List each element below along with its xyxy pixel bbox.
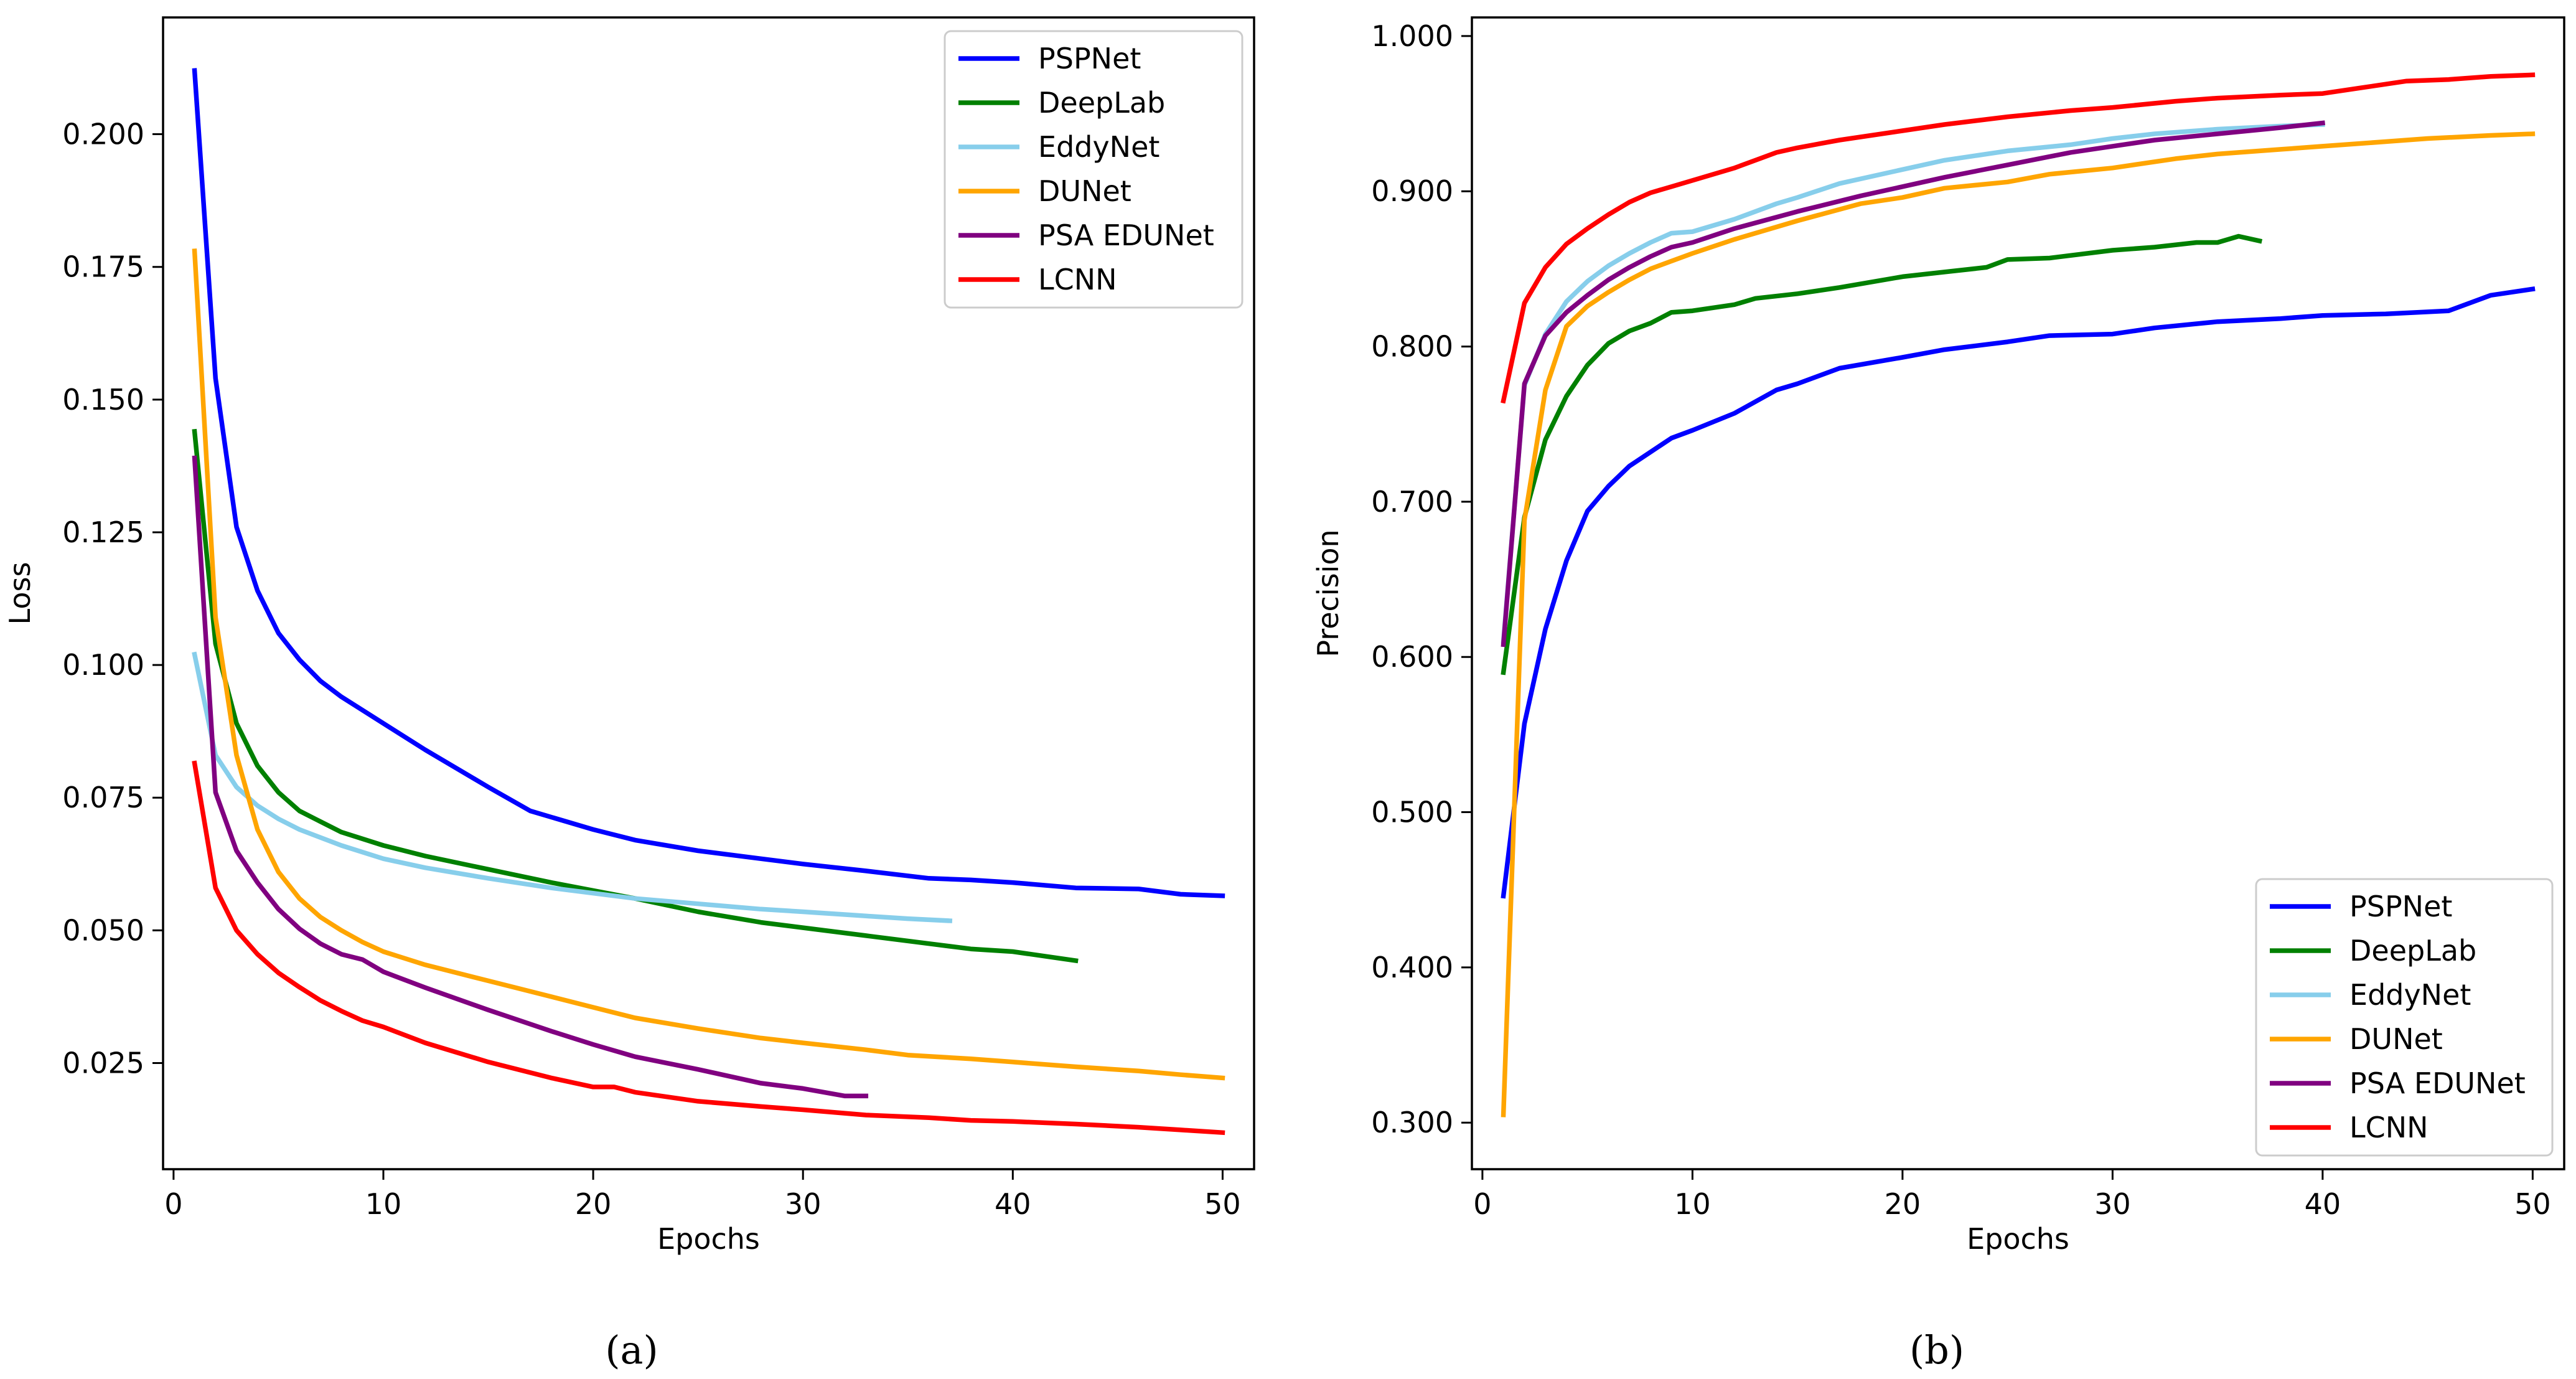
- legend-label: PSA EDUNet: [2349, 1066, 2526, 1100]
- x-tick-label: 30: [785, 1187, 822, 1221]
- axes-frame: [162, 16, 1255, 1170]
- x-axis-label: Epochs: [657, 1222, 760, 1256]
- legend-item: EddyNet: [958, 130, 1159, 164]
- series-line-dunet: [1501, 131, 2536, 1118]
- caption-a: (a): [605, 1327, 658, 1373]
- caption-b: (b): [1909, 1327, 1964, 1373]
- legend: PSPNet DeepLab EddyNet DUNet PSA EDUNet LCNN: [944, 30, 1244, 309]
- y-tick-label: 0.150: [62, 383, 144, 417]
- x-tick-label: 40: [2305, 1187, 2341, 1221]
- chart-b-precision: 0 10 20 30 40 50 0.300 0.400 0.500 0.600 0.700 0.80…: [1311, 16, 2565, 1256]
- chart-a-loss: 0 10 20 30 40 50 0.025 0.050 0.075 0.100 0.125 0.15…: [3, 16, 1255, 1256]
- x-tick-label: 10: [1674, 1187, 1711, 1221]
- legend-box: [944, 30, 1244, 309]
- axes-frame: [1471, 16, 2565, 1170]
- x-tick-label: 0: [1473, 1187, 1491, 1221]
- legend-item: PSA EDUNet: [958, 219, 1214, 252]
- legend-item: LCNN: [958, 263, 1117, 296]
- y-tick-label: 0.075: [62, 781, 144, 814]
- legend-item: DUNet: [2270, 1022, 2443, 1056]
- y-tick-label: 0.125: [62, 515, 144, 549]
- legend-label: DeepLab: [1038, 86, 1165, 120]
- series-line-pspnet: [192, 68, 1225, 898]
- x-tick-label: 10: [365, 1187, 402, 1221]
- y-tick-label: 0.900: [1371, 174, 1453, 208]
- y-tick-label: 0.100: [62, 648, 144, 682]
- y-tick-label: 0.700: [1371, 485, 1453, 519]
- legend-label: EddyNet: [1038, 130, 1159, 164]
- legend-label: LCNN: [1038, 263, 1117, 296]
- series-line-deeplab: [1501, 233, 2263, 675]
- legend-item: DUNet: [958, 174, 1131, 208]
- x-tick-label: 0: [164, 1187, 182, 1221]
- x-tick-label: 40: [995, 1187, 1031, 1221]
- y-axis-label: Precision: [1311, 529, 1345, 657]
- legend-label: EddyNet: [2349, 978, 2471, 1012]
- x-tick-label: 50: [1204, 1187, 1241, 1221]
- series-line-psa-edunet: [192, 455, 869, 1099]
- series-line-psa-edunet: [1501, 120, 2326, 647]
- series-line-lcnn: [1501, 72, 2536, 404]
- legend-label: LCNN: [2349, 1111, 2428, 1144]
- series-line-eddynet: [192, 651, 953, 923]
- y-tick-label: 0.400: [1371, 951, 1453, 984]
- legend-label: DeepLab: [2349, 934, 2476, 967]
- legend-item: DeepLab: [2270, 934, 2476, 967]
- legend-label: DUNet: [2349, 1022, 2443, 1056]
- legend-item: PSPNet: [2270, 890, 2452, 923]
- legend-item: EddyNet: [2270, 978, 2471, 1012]
- legend-item: DeepLab: [958, 86, 1165, 120]
- legend-label: PSPNet: [1038, 42, 1141, 75]
- y-axis-label: Loss: [3, 562, 37, 625]
- series-line-dunet: [192, 248, 1225, 1081]
- x-tick-label: 30: [2094, 1187, 2131, 1221]
- y-tick-label: 0.300: [1371, 1106, 1453, 1139]
- legend-label: PSA EDUNet: [1038, 219, 1214, 252]
- y-tick-label: 0.200: [62, 118, 144, 151]
- x-tick-label: 20: [1885, 1187, 1921, 1221]
- y-tick-label: 0.175: [62, 250, 144, 284]
- y-tick-label: 1.000: [1371, 19, 1453, 53]
- legend-box: [2255, 878, 2554, 1157]
- legend-item: PSPNet: [958, 42, 1141, 75]
- legend: PSPNet DeepLab EddyNet DUNet PSA EDUNet LCNN: [2255, 878, 2554, 1157]
- y-tick-label: 0.600: [1371, 640, 1453, 674]
- y-tick-label: 0.500: [1371, 796, 1453, 829]
- x-tick-label: 20: [575, 1187, 612, 1221]
- x-tick-label: 50: [2514, 1187, 2551, 1221]
- x-axis-label: Epochs: [1967, 1222, 2069, 1256]
- legend-item: PSA EDUNet: [2270, 1066, 2526, 1100]
- y-tick-label: 0.050: [62, 913, 144, 947]
- legend-label: DUNet: [1038, 174, 1131, 208]
- series-line-eddynet: [1501, 122, 2325, 644]
- y-tick-label: 0.800: [1371, 330, 1453, 364]
- y-tick-label: 0.025: [62, 1046, 144, 1080]
- series-line-lcnn: [192, 760, 1225, 1136]
- legend-item: LCNN: [2270, 1111, 2428, 1144]
- series-line-pspnet: [1501, 286, 2536, 899]
- series-line-deeplab: [192, 428, 1079, 964]
- legend-label: PSPNet: [2349, 890, 2452, 923]
